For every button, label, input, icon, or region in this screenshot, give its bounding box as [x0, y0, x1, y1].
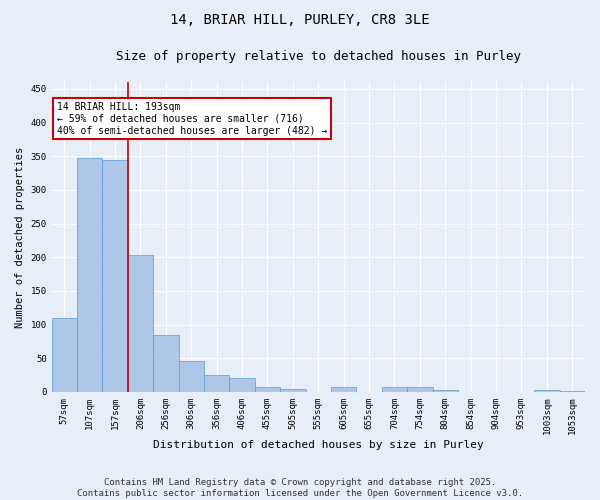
Bar	[128, 254, 153, 392]
Bar	[382, 387, 407, 392]
Text: 14 BRIAR HILL: 193sqm
← 59% of detached houses are smaller (716)
40% of semi-det: 14 BRIAR HILL: 193sqm ← 59% of detached …	[57, 102, 327, 136]
Bar	[255, 386, 280, 392]
Bar	[560, 390, 585, 392]
Bar	[77, 158, 103, 392]
X-axis label: Distribution of detached houses by size in Purley: Distribution of detached houses by size …	[153, 440, 484, 450]
Y-axis label: Number of detached properties: Number of detached properties	[15, 146, 25, 328]
Text: Contains HM Land Registry data © Crown copyright and database right 2025.
Contai: Contains HM Land Registry data © Crown c…	[77, 478, 523, 498]
Text: 14, BRIAR HILL, PURLEY, CR8 3LE: 14, BRIAR HILL, PURLEY, CR8 3LE	[170, 12, 430, 26]
Bar	[52, 318, 77, 392]
Bar	[179, 361, 204, 392]
Bar	[204, 375, 229, 392]
Bar	[433, 390, 458, 392]
Bar	[331, 386, 356, 392]
Bar	[229, 378, 255, 392]
Bar	[280, 388, 305, 392]
Bar	[153, 334, 179, 392]
Bar	[103, 160, 128, 392]
Bar	[407, 387, 433, 392]
Bar	[534, 390, 560, 392]
Title: Size of property relative to detached houses in Purley: Size of property relative to detached ho…	[116, 50, 521, 63]
